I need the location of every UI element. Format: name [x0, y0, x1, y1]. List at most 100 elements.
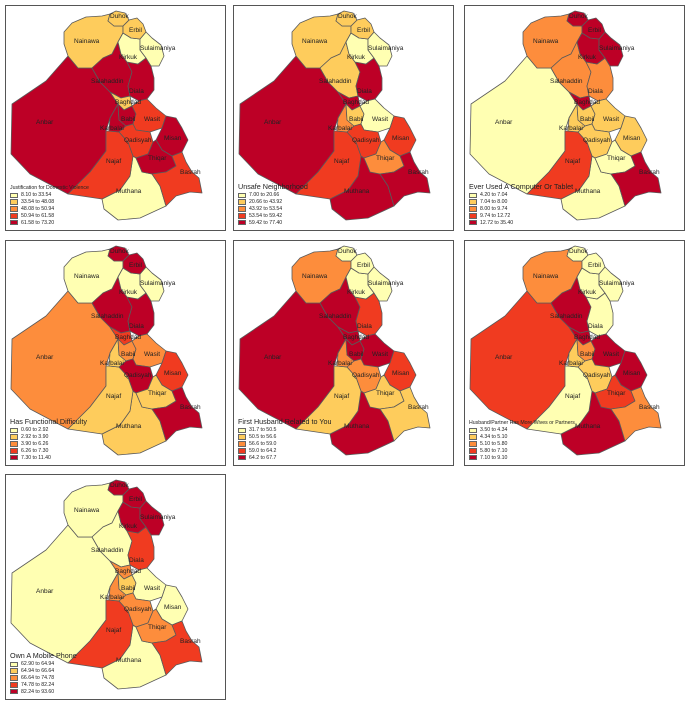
legend-entry: 6.26 to 7.30	[10, 447, 87, 454]
region-label-muthana: Muthana	[344, 423, 370, 430]
legend-range: 48.08 to 50.94	[21, 206, 55, 212]
region-label-kirkuk: Kirkuk	[347, 289, 366, 296]
region-label-karbalai: Karbalai	[559, 125, 583, 132]
region-label-karbalai: Karbalai	[100, 360, 124, 367]
region-label-thiqar: Thiqar	[148, 155, 167, 162]
region-sulaimaniya	[367, 266, 393, 302]
map-legend: Husband/Partner Has More Wives or Partne…	[469, 420, 575, 461]
region-label-sulaimaniya: Sulaimaniya	[140, 280, 176, 287]
legend-swatch	[469, 441, 477, 447]
legend-swatch	[10, 448, 18, 454]
region-label-wasit: Wasit	[603, 116, 619, 123]
region-erbil	[350, 17, 375, 40]
legend-swatch	[469, 448, 477, 454]
region-label-sulaimaniya: Sulaimaniya	[599, 280, 635, 287]
legend-swatch	[469, 434, 477, 440]
legend-entry: 74.78 to 82.24	[10, 681, 77, 688]
region-label-thiqar: Thiqar	[607, 390, 626, 397]
legend-range: 8.10 to 33.54	[21, 192, 52, 199]
legend-entry: 31.7 to 50.5	[238, 427, 332, 434]
legend-entry: 7.04 to 8.00	[469, 199, 573, 206]
legend-entry: 62.90 to 64.94	[10, 661, 77, 668]
region-label-nainawa: Nainawa	[533, 38, 559, 45]
region-basrah	[379, 151, 431, 207]
region-label-basrah: Basrah	[408, 169, 429, 176]
region-sulaimaniya	[139, 500, 165, 536]
region-label-erbil: Erbil	[588, 27, 602, 34]
region-sulaimaniya	[139, 266, 165, 302]
region-label-basrah: Basrah	[408, 404, 429, 411]
region-label-diala: Diala	[129, 88, 144, 95]
legend-swatch	[238, 206, 246, 212]
legend-range: 20.66 to 43.92	[249, 199, 283, 206]
region-label-najaf: Najaf	[565, 393, 580, 400]
region-label-najaf: Najaf	[334, 158, 349, 165]
legend-range: 50.5 to 56.6	[249, 434, 277, 441]
legend-title: First Husband Related to You	[238, 417, 332, 427]
region-label-anbar: Anbar	[495, 119, 513, 126]
legend-entry: 64.94 to 66.64	[10, 668, 77, 675]
region-label-karbalai: Karbalai	[100, 594, 124, 601]
region-label-nainawa: Nainawa	[74, 273, 100, 280]
legend-range: 4.34 to 5.10	[480, 434, 508, 441]
map-legend: Has Functional Difficulty 0.60 to 2.92 2.9…	[10, 417, 87, 461]
legend-entry: 33.54 to 48.08	[10, 199, 89, 206]
legend-range: 6.26 to 7.30	[21, 447, 49, 454]
region-label-muthana: Muthana	[344, 188, 370, 195]
region-label-muthana: Muthana	[116, 423, 142, 430]
region-label-anbar: Anbar	[495, 354, 513, 361]
legend-entry: 48.08 to 50.94	[10, 206, 89, 213]
region-basrah	[151, 151, 203, 207]
region-label-kirkuk: Kirkuk	[119, 289, 138, 296]
legend-swatch	[10, 688, 18, 695]
region-label-wasit: Wasit	[144, 585, 160, 592]
region-label-salahaddin: Salahaddin	[550, 313, 583, 320]
region-duhok	[566, 10, 589, 27]
legend-range: 7.10 to 9.10	[480, 454, 508, 461]
legend-swatch	[10, 427, 18, 434]
legend-title: Unsafe Neighborhood	[238, 182, 308, 192]
legend-entry: 20.66 to 43.92	[238, 199, 308, 206]
region-label-najaf: Najaf	[334, 393, 349, 400]
legend-swatch	[469, 213, 477, 219]
legend-entry: 4.20 to 7.04	[469, 192, 573, 199]
region-label-diala: Diala	[588, 323, 603, 330]
region-label-erbil: Erbil	[357, 27, 371, 34]
region-sulaimaniya	[139, 31, 165, 67]
region-label-anbar: Anbar	[36, 354, 54, 361]
legend-swatch	[238, 454, 246, 461]
region-label-thiqar: Thiqar	[148, 390, 167, 397]
map-legend: Own A Mobile Phone 62.90 to 64.94 64.94 to…	[10, 651, 77, 695]
legend-swatch	[10, 192, 18, 199]
region-label-salahaddin: Salahaddin	[319, 313, 352, 320]
legend-swatch	[10, 668, 18, 674]
region-label-salahaddin: Salahaddin	[91, 313, 124, 320]
iraq-map: Anbar Muthana Najaf Nainawa Salahaddin Diala K…	[10, 479, 203, 690]
region-label-diala: Diala	[129, 557, 144, 564]
legend-range: 64.2 to 67.7	[249, 454, 277, 461]
legend-swatch	[10, 441, 18, 447]
legend-title: Has Functional Difficulty	[10, 417, 87, 427]
legend-range: 7.30 to 11.40	[21, 454, 51, 461]
region-label-misan: Misan	[392, 135, 410, 142]
legend-range: 7.04 to 8.00	[480, 199, 508, 206]
legend-swatch	[10, 675, 18, 681]
region-label-sulaimaniya: Sulaimaniya	[140, 45, 176, 52]
region-label-najaf: Najaf	[106, 627, 121, 634]
region-sulaimaniya	[598, 266, 624, 302]
region-basrah	[610, 151, 662, 207]
legend-swatch	[10, 434, 18, 440]
region-label-babil: Babil	[349, 116, 364, 123]
legend-entry: 43.92 to 53.54	[238, 206, 308, 213]
region-label-muthana: Muthana	[575, 188, 601, 195]
region-label-sulaimaniya: Sulaimaniya	[599, 45, 635, 52]
iraq-map: Anbar Muthana Najaf Nainawa Salahaddin Diala K…	[238, 245, 431, 456]
legend-range: 50.94 to 61.58	[21, 212, 55, 219]
region-erbil	[122, 252, 147, 275]
legend-range: 53.54 to 59.42	[249, 212, 283, 219]
legend-entry: 50.5 to 56.6	[238, 434, 332, 441]
legend-swatch	[10, 682, 18, 688]
legend-range: 4.20 to 7.04	[480, 192, 508, 199]
region-label-basrah: Basrah	[180, 638, 201, 645]
region-label-baghdad: Baghdad	[574, 334, 600, 341]
